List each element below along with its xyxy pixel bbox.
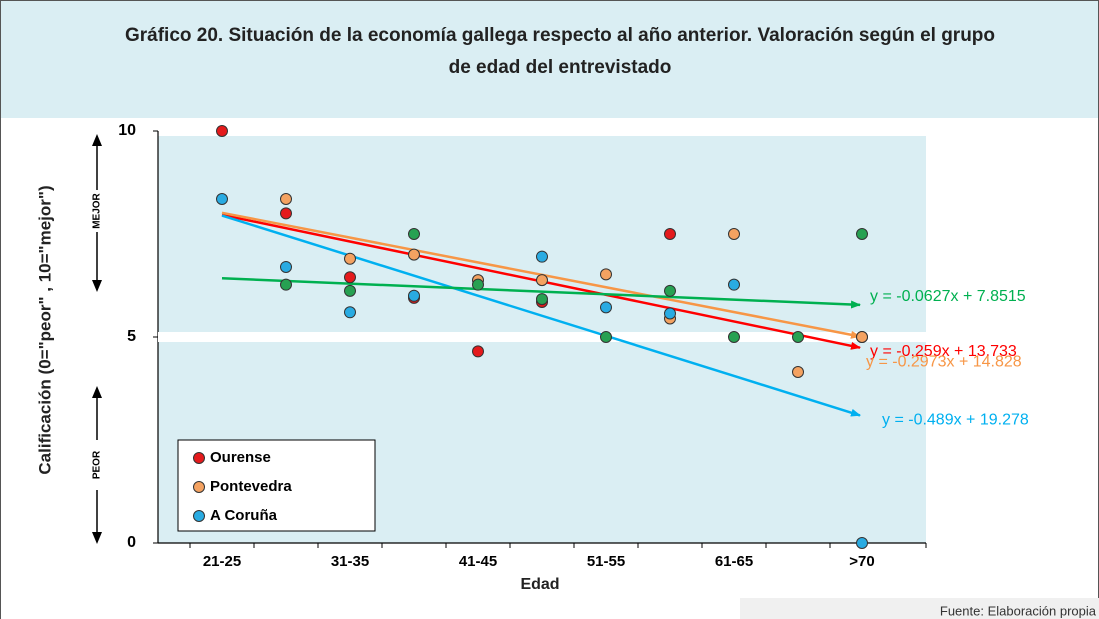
point [664, 307, 676, 320]
x-tick-label: >70 [849, 553, 874, 570]
x-axis-label: Edad [520, 576, 559, 593]
point [280, 260, 292, 273]
trendline-label: y = -0.489x + 19.278 [882, 412, 1029, 429]
legend-label: Pontevedra [210, 478, 292, 495]
trendline-label: y = -0.0627x + 7.8515 [870, 288, 1026, 305]
point [856, 537, 868, 549]
point [792, 366, 804, 379]
point [600, 268, 612, 281]
legend-marker [193, 510, 205, 522]
point [344, 271, 356, 284]
trendline-label: y = -0.259x + 13.733 [870, 343, 1017, 360]
point [536, 250, 548, 263]
point [472, 345, 484, 358]
legend-marker [193, 452, 205, 464]
y-tick-label: 10 [118, 122, 136, 139]
point [536, 274, 548, 287]
y-axis-label: Calificación (0="peor" , 10="mejor") [35, 185, 54, 474]
y-arrowheads [92, 134, 102, 544]
lower-label: PEOR [92, 450, 103, 479]
point [728, 278, 740, 291]
upper-label: MEJOR [92, 192, 103, 228]
point [856, 228, 868, 240]
trendline-label: y = -0.2973x + 14.828 [866, 354, 1022, 371]
trend-line [221, 214, 861, 417]
point [728, 228, 740, 240]
legend-label: Ourense [210, 449, 271, 466]
point [216, 125, 228, 137]
point [792, 331, 804, 343]
legend-marker [193, 481, 205, 493]
point [408, 248, 420, 261]
chart-title: Gráfico 20. Situación de la economía gal… [125, 25, 995, 46]
point [664, 228, 676, 240]
source: Fuente: Elaboración propia [940, 603, 1097, 618]
point [728, 331, 740, 343]
y-tick-label: 5 [127, 328, 136, 345]
source-box [740, 598, 1099, 619]
point [344, 284, 356, 297]
point [600, 331, 612, 343]
point [856, 331, 868, 343]
point [408, 228, 420, 240]
x-tick-label: 61-65 [715, 553, 753, 570]
x-tick-label: 21-25 [203, 553, 241, 570]
point [280, 207, 292, 220]
point [280, 192, 292, 205]
point [536, 293, 548, 306]
point [280, 278, 292, 291]
y-tick-label: 0 [127, 534, 136, 551]
header-band [0, 0, 1099, 118]
legend-label: A Coruña [210, 507, 278, 524]
point [216, 192, 228, 205]
x-tick-label: 41-45 [459, 553, 497, 570]
chart-title: de edad del entrevistado [449, 57, 672, 78]
point [344, 306, 356, 319]
legend-box [177, 439, 376, 532]
point [408, 289, 420, 302]
trend-line [221, 277, 861, 309]
point [664, 284, 676, 297]
x-tick-label: 51-55 [587, 553, 625, 570]
x-tick-label: 31-35 [331, 553, 369, 570]
point [600, 301, 612, 314]
point [472, 278, 484, 291]
point [344, 252, 356, 265]
